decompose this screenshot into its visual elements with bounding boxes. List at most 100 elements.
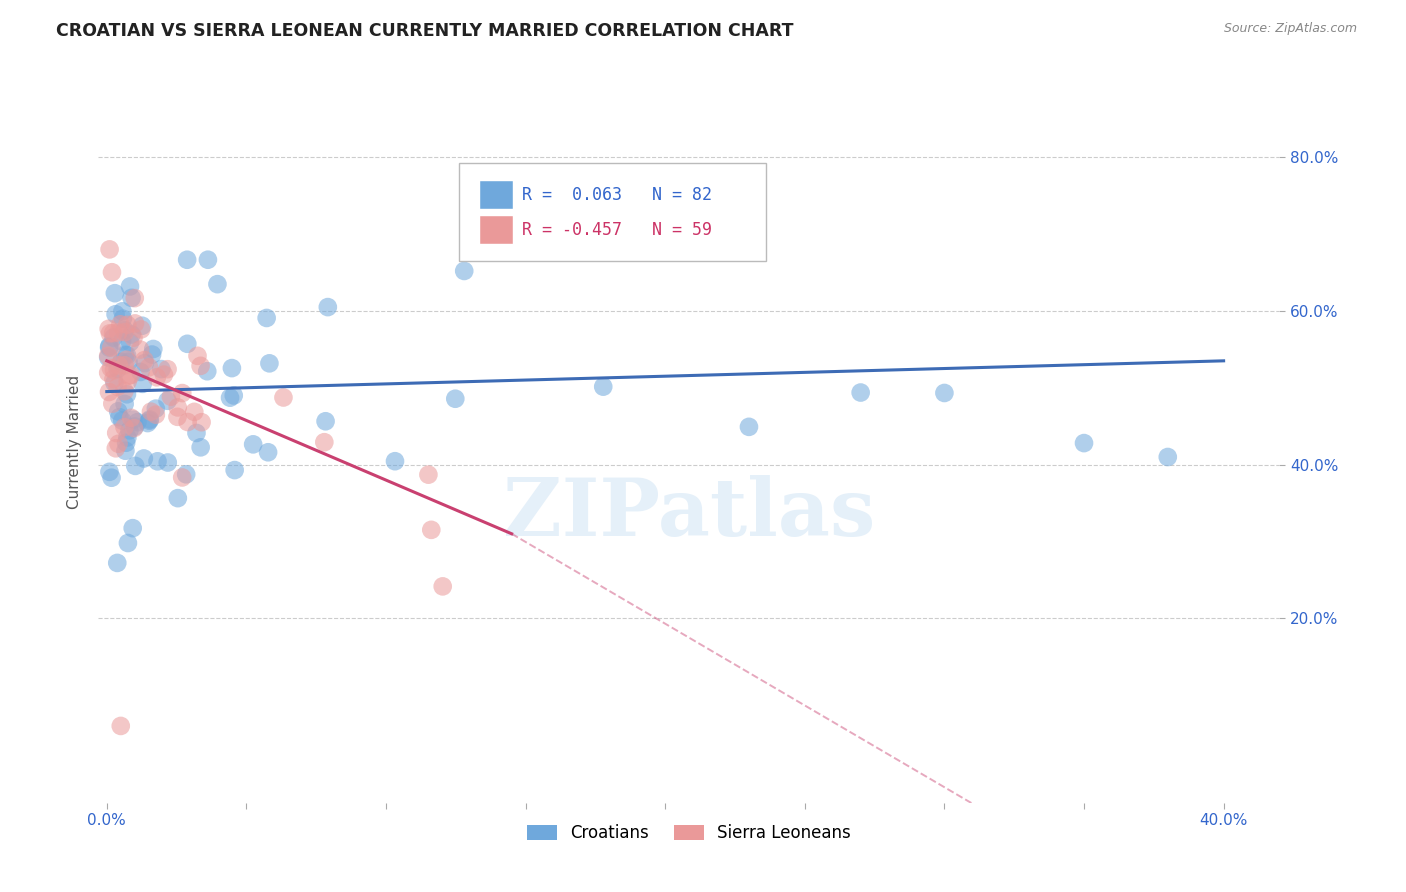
Point bbox=[134, 353, 156, 368]
Point bbox=[115, 435, 138, 450]
Point bbox=[176, 415, 198, 429]
Point bbox=[104, 442, 127, 456]
Text: Source: ZipAtlas.com: Source: ZipAtlas.com bbox=[1223, 22, 1357, 36]
Point bbox=[142, 342, 165, 356]
Point bbox=[222, 388, 245, 402]
FancyBboxPatch shape bbox=[479, 216, 513, 244]
Point bbox=[316, 300, 339, 314]
Point bbox=[153, 368, 176, 382]
Point bbox=[190, 415, 212, 429]
Point bbox=[124, 458, 146, 473]
Point bbox=[110, 355, 132, 369]
Point bbox=[124, 419, 146, 434]
Point bbox=[219, 391, 242, 405]
Point bbox=[120, 335, 142, 350]
Point bbox=[98, 465, 121, 479]
Point bbox=[256, 310, 278, 325]
Point bbox=[138, 414, 160, 428]
Point bbox=[115, 352, 138, 367]
Point bbox=[104, 307, 127, 321]
Point bbox=[114, 323, 136, 337]
Point bbox=[114, 443, 136, 458]
Point bbox=[107, 404, 129, 418]
Point bbox=[107, 326, 129, 340]
Text: ZIPatlas: ZIPatlas bbox=[503, 475, 875, 553]
Point bbox=[117, 355, 139, 369]
Point bbox=[120, 410, 142, 425]
Point bbox=[738, 420, 761, 434]
FancyBboxPatch shape bbox=[479, 181, 513, 209]
Point bbox=[114, 348, 136, 362]
Point bbox=[166, 409, 188, 424]
Point bbox=[146, 454, 169, 468]
Point bbox=[224, 463, 246, 477]
Point bbox=[108, 359, 131, 373]
Point bbox=[98, 326, 121, 341]
Point bbox=[104, 286, 127, 301]
Point bbox=[111, 304, 134, 318]
Point bbox=[190, 440, 212, 454]
Point bbox=[190, 359, 212, 373]
Point bbox=[124, 317, 146, 331]
Point bbox=[122, 412, 145, 426]
Point bbox=[124, 291, 146, 305]
Point bbox=[150, 362, 173, 376]
Point bbox=[176, 252, 198, 267]
Point bbox=[98, 243, 121, 257]
Point bbox=[156, 362, 179, 376]
Point bbox=[101, 397, 124, 411]
Point bbox=[108, 410, 131, 425]
Point bbox=[105, 556, 128, 570]
Point bbox=[146, 370, 169, 384]
Point bbox=[122, 421, 145, 435]
Point bbox=[315, 414, 337, 428]
Point bbox=[105, 425, 128, 440]
Point bbox=[117, 374, 139, 388]
Point bbox=[110, 318, 132, 332]
Point bbox=[101, 326, 124, 341]
Point bbox=[172, 470, 194, 484]
Point bbox=[166, 401, 188, 415]
Point bbox=[120, 368, 142, 382]
Point bbox=[1157, 450, 1180, 464]
Point bbox=[117, 318, 139, 332]
Point bbox=[114, 358, 136, 372]
Point bbox=[195, 364, 218, 378]
Point bbox=[139, 405, 162, 419]
Point bbox=[129, 365, 152, 379]
Point bbox=[103, 330, 125, 344]
Point bbox=[131, 376, 153, 391]
Point bbox=[174, 467, 197, 482]
Point bbox=[592, 379, 614, 393]
Point bbox=[103, 363, 125, 377]
Point bbox=[273, 391, 295, 405]
Point bbox=[139, 412, 162, 426]
Point bbox=[111, 334, 134, 349]
Point bbox=[117, 536, 139, 550]
Text: CROATIAN VS SIERRA LEONEAN CURRENTLY MARRIED CORRELATION CHART: CROATIAN VS SIERRA LEONEAN CURRENTLY MAR… bbox=[56, 22, 794, 40]
Point bbox=[444, 392, 467, 406]
Point bbox=[176, 336, 198, 351]
Point bbox=[166, 491, 188, 505]
Point bbox=[384, 454, 406, 468]
Point bbox=[420, 523, 443, 537]
Point bbox=[97, 366, 120, 380]
Point bbox=[849, 385, 872, 400]
Y-axis label: Currently Married: Currently Married bbox=[67, 375, 83, 508]
Point bbox=[934, 386, 956, 401]
Point bbox=[100, 361, 122, 376]
Point bbox=[115, 348, 138, 362]
Point bbox=[114, 325, 136, 339]
Point bbox=[100, 341, 122, 355]
Point bbox=[129, 322, 152, 336]
Text: R =  0.063   N = 82: R = 0.063 N = 82 bbox=[523, 186, 713, 204]
Point bbox=[98, 339, 121, 353]
Point bbox=[132, 451, 155, 466]
Point bbox=[242, 437, 264, 451]
Point bbox=[97, 351, 120, 365]
Point bbox=[114, 420, 136, 434]
Point bbox=[111, 413, 134, 427]
Point bbox=[115, 387, 138, 401]
Point bbox=[117, 368, 139, 383]
Point bbox=[103, 372, 125, 386]
